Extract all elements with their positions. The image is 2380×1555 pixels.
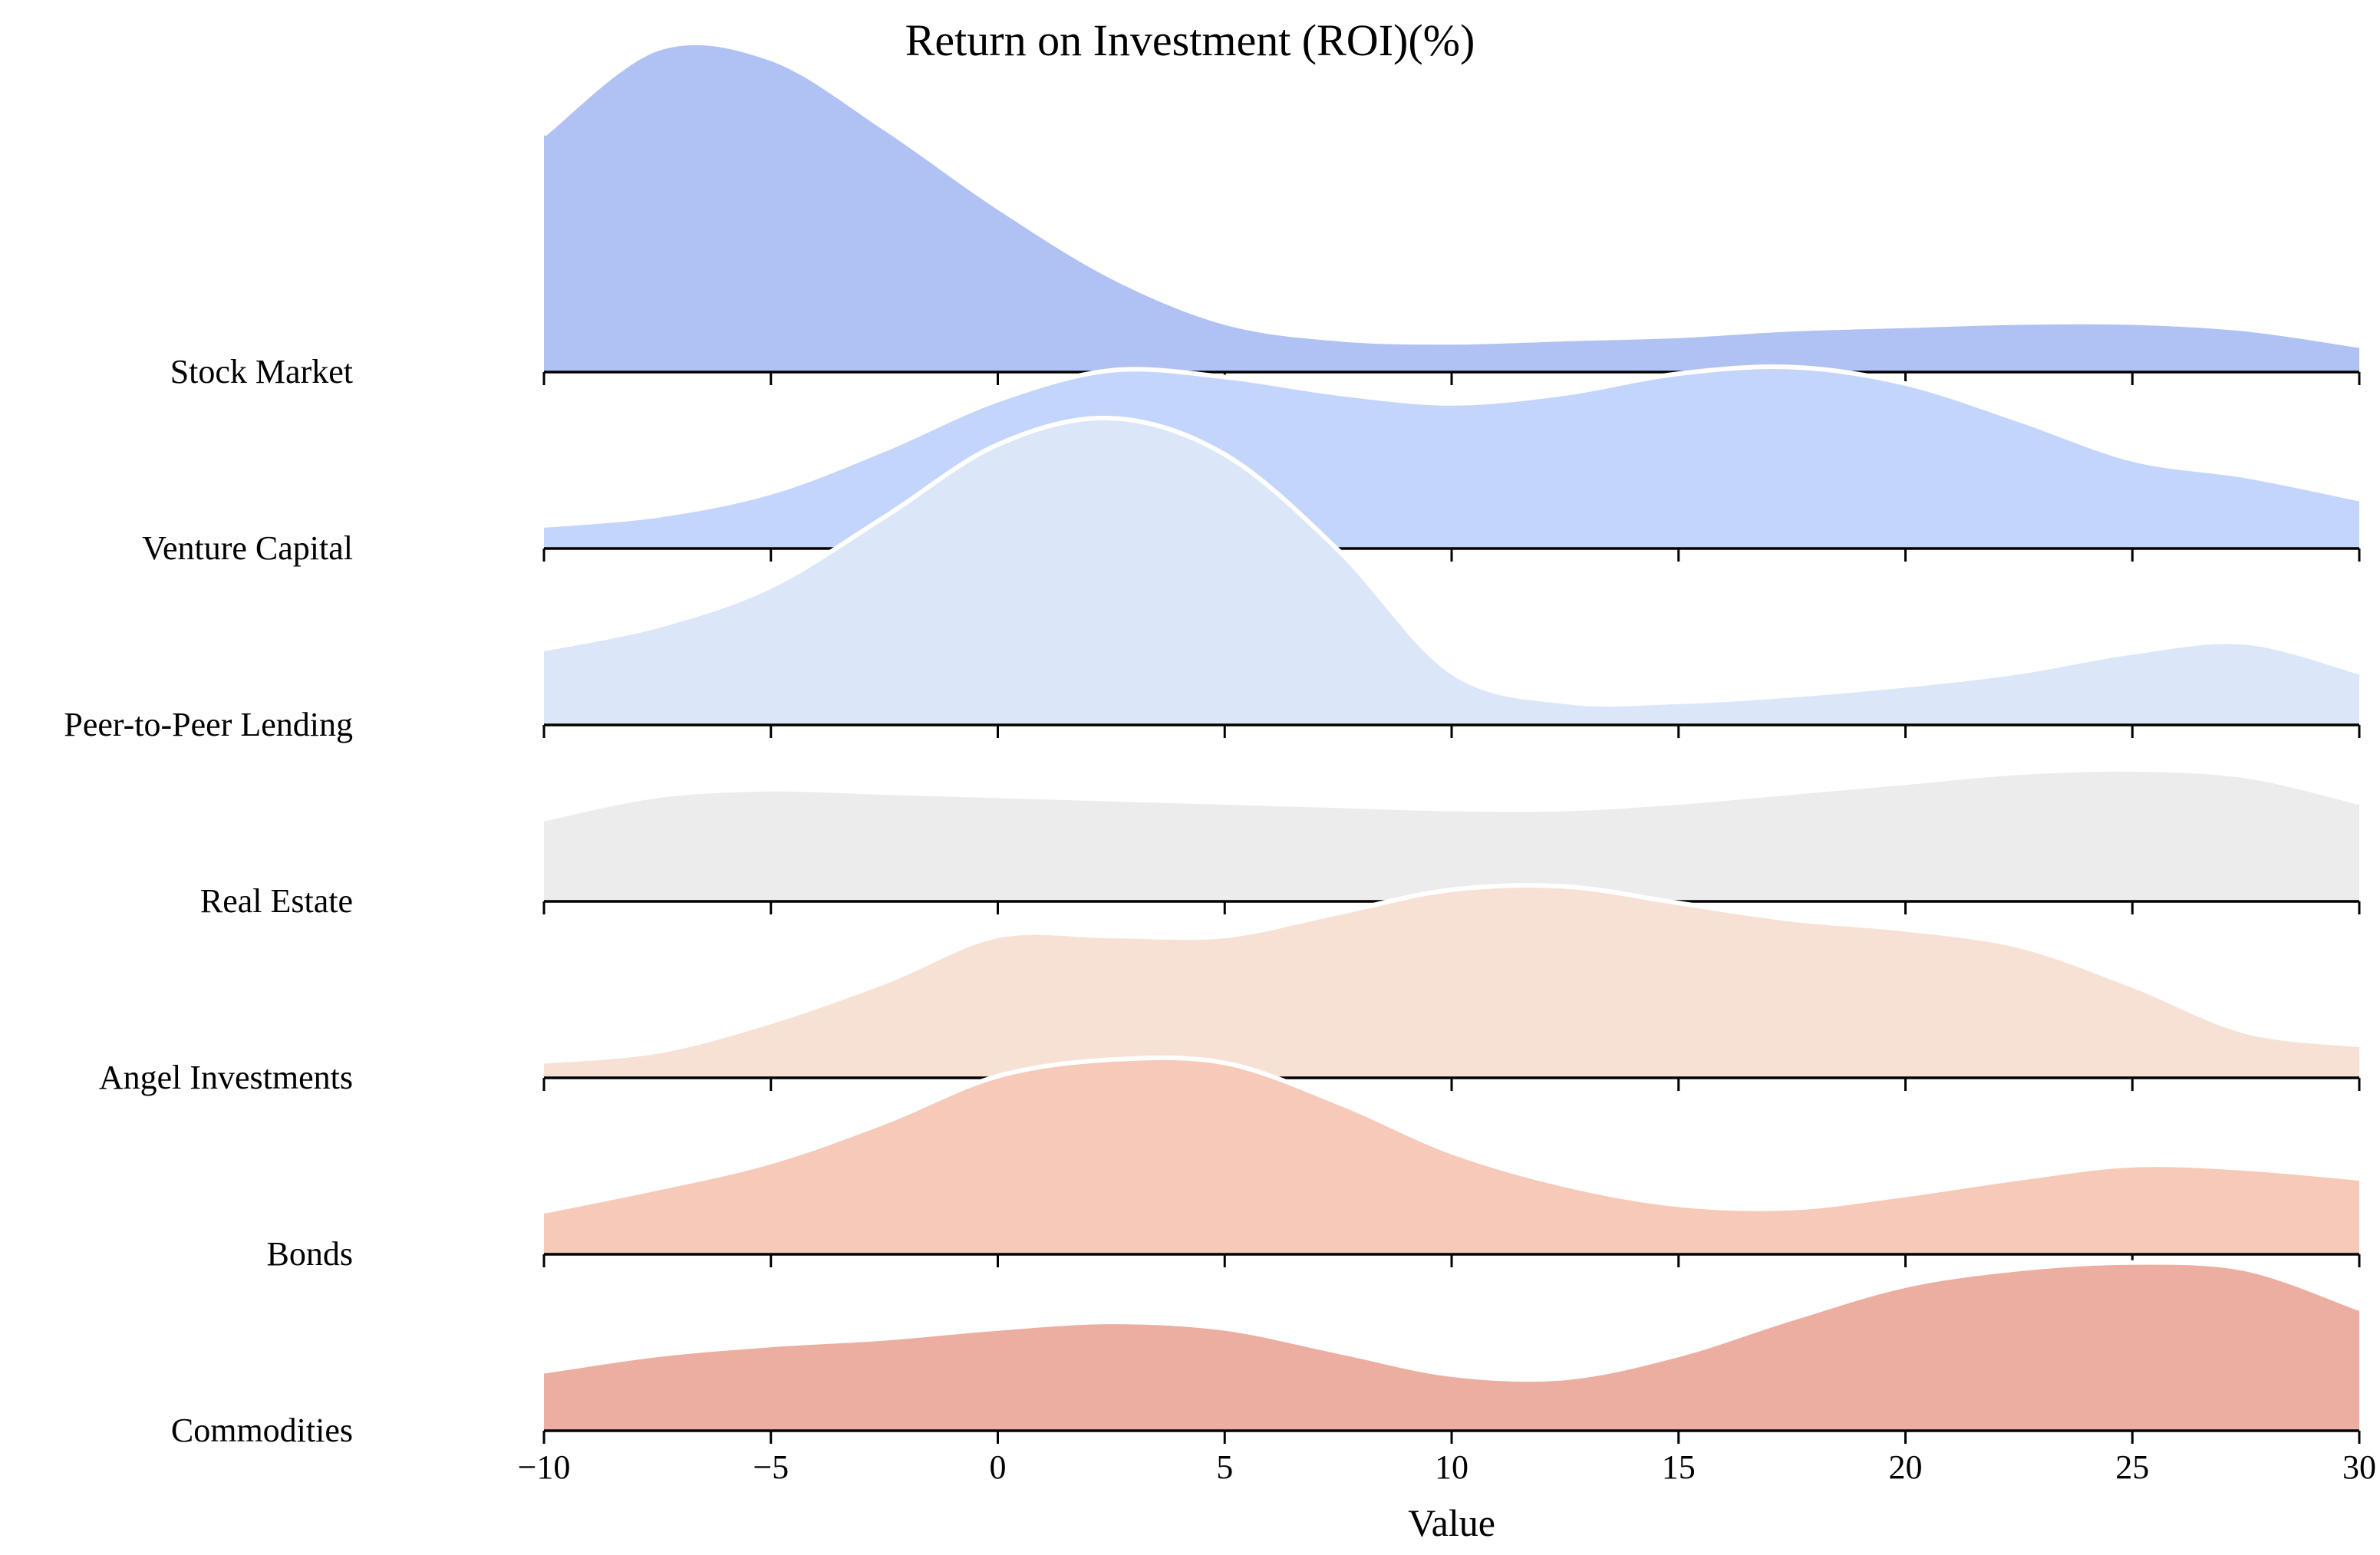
x-tick-labels-group: −10 −5 0 5 10 15 20 25 30 [518,1448,2376,1486]
ridge-outline-venture-capital [543,364,2360,528]
ridge-outline-real-estate [543,766,2360,822]
ridge-area-bonds [544,1057,2359,1254]
ridge-bonds: Bonds [267,1055,2361,1273]
ridge-area-angel-investments [544,885,2359,1078]
x-tick-label: 20 [1889,1448,1923,1486]
row-label-angel-investments: Angel Investments [99,1059,353,1096]
ridge-commodities: Commodities [171,1260,2361,1449]
ridge-area-commodities [544,1262,2359,1431]
x-tick-label: 25 [2115,1448,2149,1486]
chart-title: Return on Investment (ROI)(%) [905,15,1475,65]
row-label-peer-to-peer-lending: Peer-to-Peer Lending [64,706,353,743]
ridge-peer-to-peer-lending: Peer-to-Peer Lending [64,415,2361,743]
x-tick-label: 15 [1662,1448,1696,1486]
x-axis-label: Value [1408,1501,1495,1544]
x-tick-label: 10 [1435,1448,1469,1486]
ridge-angel-investments: Angel Investments [99,883,2361,1096]
row-label-stock-market: Stock Market [170,353,353,390]
ridge-area-real-estate [544,769,2359,901]
ridge-outline-stock-market [542,40,2360,348]
x-tick-label: 30 [2342,1448,2376,1486]
ridge-outline-peer-to-peer-lending [543,415,2360,707]
row-label-bonds: Bonds [267,1235,353,1273]
ridge-real-estate: Real Estate [200,766,2361,920]
x-tick-label: 0 [990,1448,1007,1486]
ridge-outline-angel-investments [543,883,2360,1064]
ridges-group: Stock Market Venture Capital Peer-to-Peer … [64,40,2361,1449]
x-tick-label: −5 [753,1448,789,1486]
ridge-stock-market: Stock Market [170,40,2361,390]
x-tick-label: 5 [1216,1448,1233,1486]
ridge-area-venture-capital [544,367,2359,549]
ridge-area-stock-market [544,42,2359,373]
row-label-commodities: Commodities [171,1412,353,1449]
x-tick-label: −10 [518,1448,571,1486]
ridge-outline-commodities [543,1260,2360,1382]
row-label-venture-capital: Venture Capital [142,529,353,567]
row-label-real-estate: Real Estate [200,882,353,920]
ridge-outline-bonds [543,1055,2360,1214]
ridge-area-peer-to-peer-lending [544,417,2359,725]
